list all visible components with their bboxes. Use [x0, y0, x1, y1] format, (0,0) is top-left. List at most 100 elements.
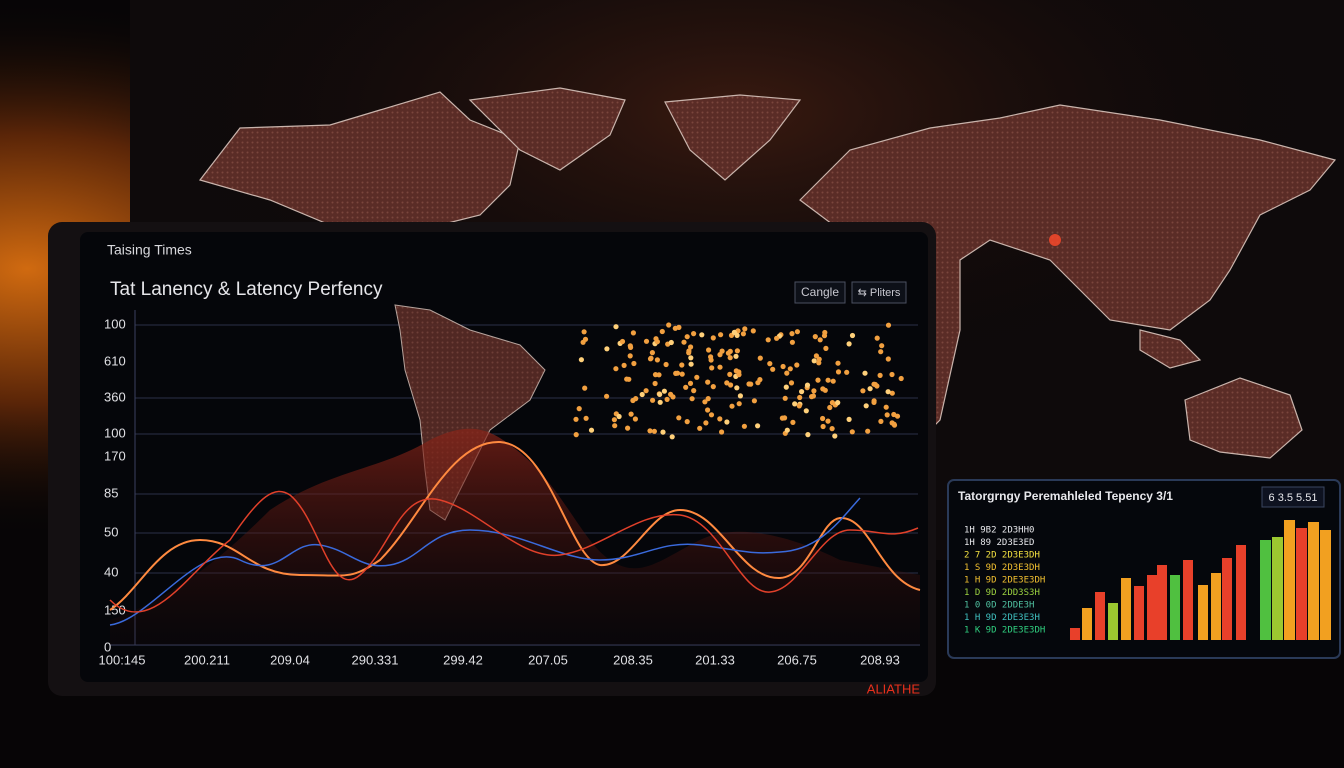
side-row: 1 S 9D 2D3E3DH: [964, 563, 1040, 573]
x-label: 100:145: [99, 652, 146, 667]
scatter-dot: [741, 423, 748, 429]
scatter-dot: [663, 361, 669, 368]
y-label: 100: [104, 316, 126, 331]
x-axis: 100:145 200.211 209.04 290.331 299.42 207.05 2…: [99, 652, 900, 667]
scatter-dot: [708, 412, 715, 418]
scatter-dot: [821, 333, 828, 339]
scatter-dot: [687, 380, 694, 386]
button[interactable]: [794, 281, 846, 304]
scatter-dot: [719, 429, 725, 435]
scatter-dot: [734, 348, 741, 354]
side-row: 1H 9B2 2D3HH0: [964, 526, 1034, 536]
scatter-dot: [803, 408, 809, 414]
scatter-dot: [705, 396, 711, 402]
scatter-dot: [612, 423, 618, 429]
scatter-dot: [649, 350, 656, 356]
scatter-dot: [573, 416, 579, 422]
y-label: 0: [104, 639, 111, 654]
scatter-dot: [650, 397, 656, 403]
scatter-dot: [867, 386, 873, 392]
scatter-dot: [631, 360, 637, 367]
scatter-dot: [691, 388, 697, 394]
scatter-dot: [582, 336, 589, 342]
button-label[interactable]: Cangle: [801, 285, 839, 299]
scatter-dot: [784, 427, 790, 433]
scatter-dot: [817, 337, 823, 343]
scatter-dot: [849, 332, 856, 339]
scatter-dot: [688, 361, 694, 367]
x-label: 299.42: [443, 652, 483, 667]
scatter-dot: [616, 413, 622, 420]
scatter-dot: [668, 391, 674, 397]
scatter-dot: [643, 388, 649, 394]
scatter-dot: [668, 339, 674, 346]
y-axis: 100 610 360 100 170 85 50 40 150 0: [104, 316, 126, 654]
x-label: 207.05: [528, 652, 568, 667]
scatter-dot: [813, 353, 820, 359]
scatter-dot: [755, 380, 761, 386]
scatter-dot: [860, 388, 866, 394]
scatter-dot: [705, 379, 711, 385]
scatter-dot: [889, 371, 895, 378]
scatter-dot: [651, 428, 658, 434]
scatter-dot: [871, 399, 877, 405]
scatter-dot: [810, 393, 817, 399]
scatter-dot: [878, 418, 884, 424]
side-title: Tatorgrngy Peremahleled Tepency 3/1: [958, 489, 1173, 503]
scatter-dot: [750, 328, 756, 334]
button[interactable]: [851, 281, 907, 304]
scatter-dot: [835, 400, 841, 406]
scatter-dot: [811, 358, 817, 364]
scatter-dot: [684, 419, 690, 425]
scatter-dot: [727, 355, 733, 361]
scatter-dot: [812, 334, 818, 340]
scatter-dot: [656, 372, 662, 378]
scatter-dot: [885, 356, 891, 362]
scatter-dot: [691, 331, 697, 337]
bars: [1070, 520, 1331, 640]
scatter-dot: [898, 375, 904, 382]
side-value: 6 3.5 5.51: [1269, 492, 1318, 504]
scatter-dot: [782, 395, 788, 401]
x-label: 208.93: [860, 652, 900, 667]
scatter-dot: [825, 418, 831, 424]
scatter-dot: [748, 381, 754, 387]
side-rows: 1H 9B2 2D3HH0 1H 89 2D3E3ED 2 7 2D 2D3E3DH…: [964, 526, 1045, 636]
scatter-dot: [613, 324, 619, 330]
scatter-dot: [731, 329, 738, 335]
scatter-dot: [884, 412, 890, 418]
scatter-dot: [820, 415, 826, 422]
scatter-cloud: [573, 322, 904, 440]
scatter-dot: [632, 416, 639, 422]
scatter-dot: [792, 401, 798, 407]
scatter-dot: [630, 330, 637, 336]
scatter-dot: [825, 377, 831, 383]
scatter-dot: [885, 322, 892, 328]
scatter-dot: [822, 387, 828, 393]
scatter-dot: [652, 380, 658, 387]
scatter-dot: [627, 353, 633, 359]
scatter-dot: [725, 350, 732, 356]
scatter-dot: [717, 364, 723, 370]
scatter-dot: [889, 390, 895, 396]
scatter-dot: [846, 341, 852, 347]
scatter-dot: [581, 329, 587, 335]
scatter-dot: [659, 328, 665, 335]
scatter-dot: [669, 434, 675, 440]
scatter-dot: [863, 403, 869, 409]
scatter-dot: [573, 432, 579, 438]
side-row: 1 0 0D 2DDE3H: [964, 601, 1034, 611]
side-row: 2 7 2D 2D3E3DH: [964, 551, 1040, 561]
scatter-dot: [666, 322, 672, 328]
scatter-dot: [874, 335, 880, 341]
scatter-dot: [676, 415, 682, 421]
scatter-dot: [717, 416, 723, 422]
scatter-dot: [679, 362, 685, 368]
brand: ALIATHE: [867, 681, 921, 696]
scatter-dot: [628, 411, 634, 417]
scatter-dot: [679, 371, 685, 377]
scatter-dot: [630, 397, 636, 404]
scatter-dot: [811, 388, 817, 394]
y-label: 40: [104, 564, 118, 579]
button-label[interactable]: ⇆ Pliters: [858, 287, 901, 299]
